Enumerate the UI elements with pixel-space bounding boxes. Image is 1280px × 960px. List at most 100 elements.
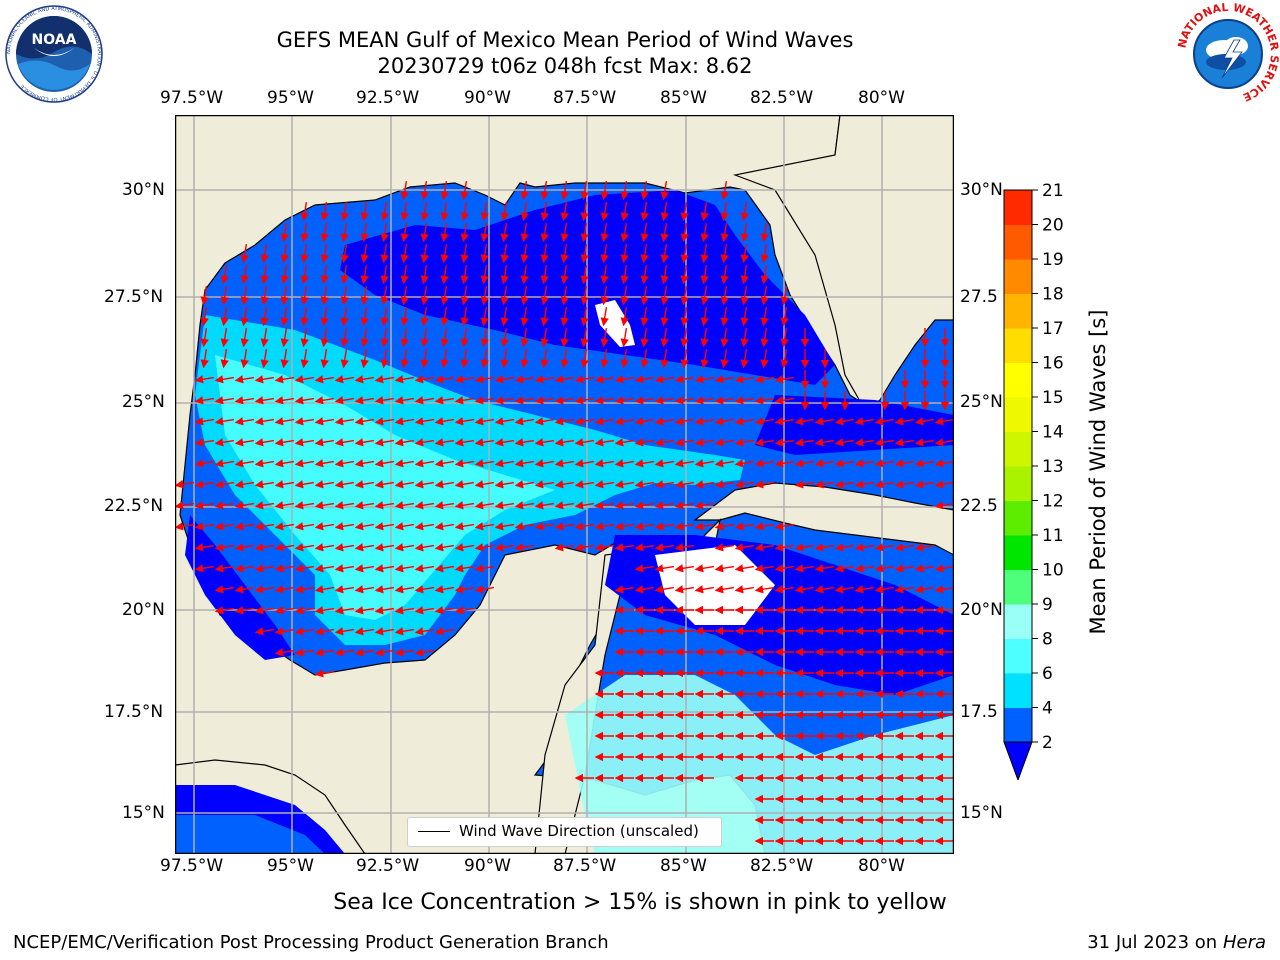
wind-wave-arrow: [594, 522, 614, 531]
wind-wave-arrow: [700, 307, 709, 327]
wind-wave-arrow: [175, 501, 194, 510]
wind-wave-arrow: [374, 438, 394, 447]
wind-wave-arrow: [934, 501, 954, 510]
wind-wave-arrow: [854, 480, 874, 489]
wind-wave-arrow: [774, 459, 794, 468]
wind-wave-arrow: [620, 202, 629, 222]
wind-wave-arrow: [380, 244, 389, 264]
wind-wave-arrow: [194, 459, 214, 468]
wind-wave-arrow: [934, 564, 954, 573]
wind-wave-arrow: [894, 543, 914, 552]
wind-wave-arrow: [340, 286, 349, 306]
wind-wave-arrow: [540, 223, 549, 243]
wind-wave-arrow: [534, 522, 554, 531]
wind-wave-arrow: [354, 585, 374, 594]
wind-wave-arrow: [720, 223, 729, 243]
wind-wave-arrow: [654, 522, 674, 531]
wind-wave-arrow: [754, 417, 774, 426]
band-caribbean-8-9: [565, 675, 954, 854]
wind-wave-arrow: [674, 396, 694, 405]
wind-wave-arrow: [594, 480, 614, 489]
wind-wave-arrow: [554, 543, 574, 552]
lon-tick-label: 90°W: [464, 88, 511, 108]
wind-wave-arrow: [740, 349, 749, 369]
wind-wave-arrow: [520, 244, 529, 264]
wind-wave-arrow: [414, 375, 434, 384]
wind-wave-arrow: [760, 244, 769, 264]
wind-wave-arrow: [334, 522, 354, 531]
wind-wave-arrow: [674, 522, 694, 531]
wind-wave-arrow: [874, 480, 894, 489]
wind-wave-arrow: [660, 349, 669, 369]
wind-wave-arrow: [594, 501, 614, 510]
wind-wave-arrow: [234, 501, 254, 510]
wind-wave-arrow: [694, 480, 714, 489]
wind-wave-arrow: [234, 522, 254, 531]
wind-wave-arrow: [714, 375, 734, 384]
wind-wave-arrow: [314, 606, 334, 615]
wind-wave-arrow: [614, 480, 634, 489]
wind-wave-arrow: [234, 480, 254, 489]
lat-tick-label: 17.5: [960, 702, 998, 722]
wind-wave-arrow: [320, 265, 329, 285]
wind-wave-arrow: [660, 265, 669, 285]
wind-wave-arrow: [260, 307, 269, 327]
wind-wave-arrow: [260, 244, 269, 264]
colorbar-tick-label: 21: [1042, 181, 1064, 201]
wind-wave-arrow: [540, 181, 549, 201]
wind-wave-arrow: [834, 543, 854, 552]
wind-wave-arrow: [454, 564, 474, 573]
wind-wave-arrow: [414, 501, 434, 510]
wind-wave-arrow: [240, 328, 249, 348]
wind-wave-arrow: [740, 244, 749, 264]
wind-wave-arrow: [640, 202, 649, 222]
wind-wave-arrow: [214, 501, 234, 510]
wind-wave-arrow: [334, 417, 354, 426]
wind-wave-arrow: [440, 328, 449, 348]
wind-wave-arrow: [720, 265, 729, 285]
wind-wave-arrow: [314, 438, 334, 447]
wind-wave-arrow: [354, 627, 374, 636]
wind-wave-arrow: [520, 181, 529, 201]
wind-wave-arrow: [620, 244, 629, 264]
lon-tick-label: 95°W: [267, 88, 314, 108]
wind-wave-arrow: [400, 307, 409, 327]
wind-wave-arrow: [614, 396, 634, 405]
colorbar-segment: [1004, 466, 1032, 501]
wind-wave-arrow: [714, 564, 734, 573]
wind-wave-arrow: [634, 396, 654, 405]
wind-wave-arrow: [494, 438, 514, 447]
wind-wave-arrow: [620, 223, 629, 243]
wind-wave-arrow: [620, 328, 629, 348]
wind-wave-arrow: [420, 202, 429, 222]
wind-wave-arrow: [614, 438, 634, 447]
wind-wave-arrow: [374, 417, 394, 426]
wind-wave-arrow: [500, 244, 509, 264]
wind-wave-arrow: [434, 606, 454, 615]
legend-label: Wind Wave Direction (unscaled): [459, 822, 699, 840]
wind-wave-arrow: [560, 202, 569, 222]
wind-wave-arrow: [520, 223, 529, 243]
wind-wave-arrow: [680, 349, 689, 369]
wind-wave-arrow: [274, 648, 294, 657]
wind-wave-arrow: [580, 307, 589, 327]
wind-wave-arrow: [340, 244, 349, 264]
wind-wave-arrow: [254, 564, 274, 573]
wind-wave-arrow: [514, 480, 534, 489]
colorbar: 2 4 6 8 9 10 11 12 13 14 15 16 17 18 19 20 21: [1003, 181, 1064, 780]
wind-wave-arrow: [794, 585, 814, 594]
wind-wave-arrow: [620, 349, 629, 369]
wind-wave-arrow: [520, 328, 529, 348]
lat-tick-label: 30°N: [960, 180, 1003, 200]
wind-wave-arrow: [740, 286, 749, 306]
wind-wave-arrow: [500, 286, 509, 306]
wind-wave-arrow: [634, 375, 654, 384]
wind-wave-arrow: [560, 265, 569, 285]
wind-wave-arrow: [414, 396, 434, 405]
wind-wave-arrow: [354, 606, 374, 615]
wind-wave-arrow: [300, 244, 309, 264]
wind-wave-arrow: [594, 543, 614, 552]
wind-wave-arrow: [660, 202, 669, 222]
colorbar-tick-label: 4: [1042, 699, 1053, 719]
wind-wave-arrow: [254, 396, 274, 405]
